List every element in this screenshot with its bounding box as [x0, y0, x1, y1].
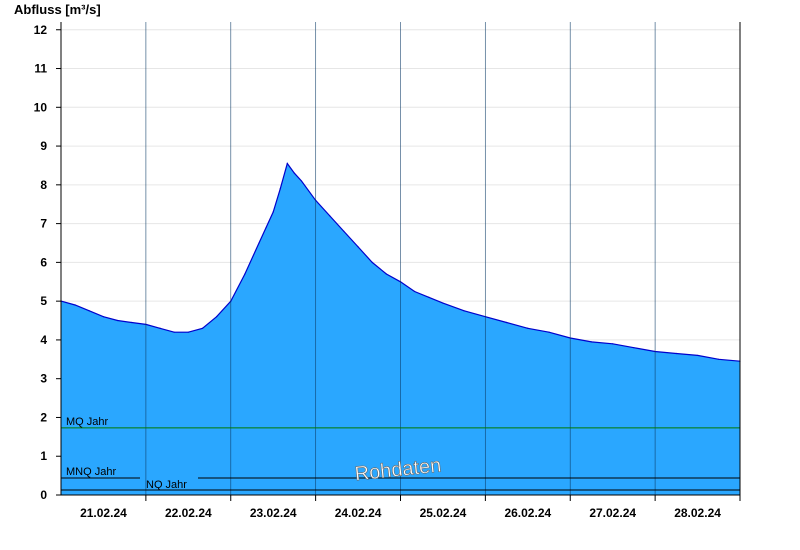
data-point	[718, 358, 720, 360]
data-point	[357, 246, 359, 248]
data-point	[293, 172, 296, 174]
data-point	[442, 302, 444, 304]
data-point	[633, 347, 635, 349]
y-tick-label: 11	[34, 62, 47, 76]
y-tick-label: 2	[40, 410, 47, 424]
nq-jahr-label: NQ Jahr	[146, 479, 187, 491]
y-tick-label: 9	[40, 139, 47, 153]
data-point	[286, 162, 288, 165]
x-tick-label: 24.02.24	[335, 506, 382, 520]
mnq-jahr-label: MNQ Jahr	[66, 466, 116, 478]
data-point	[187, 331, 189, 333]
x-tick-label: 22.02.24	[165, 506, 212, 520]
data-point	[527, 327, 529, 329]
data-point	[385, 273, 387, 275]
y-tick-label: 7	[40, 217, 47, 231]
x-tick-label: 28.02.24	[674, 506, 721, 520]
y-tick-label: 8	[40, 178, 47, 192]
data-point	[463, 310, 465, 312]
reference-lines: MQ Jahr MNQ Jahr NQ Jahr	[61, 416, 740, 491]
data-point	[216, 316, 218, 318]
y-tick-label: 1	[40, 449, 47, 463]
axes	[56, 22, 741, 501]
x-tick-label: 21.02.24	[80, 506, 127, 520]
y-tick-label: 12	[34, 23, 48, 37]
data-point	[414, 290, 416, 293]
data-point	[548, 331, 550, 333]
data-point	[131, 321, 133, 324]
data-point	[329, 215, 331, 217]
y-tick-label: 0	[40, 488, 47, 502]
data-point	[279, 188, 281, 190]
data-point	[272, 211, 274, 213]
y-tick-label: 5	[40, 294, 47, 308]
y-axis-label: Abfluss [m³/s]	[14, 2, 101, 17]
data-point	[159, 327, 161, 329]
y-tick-label: 3	[40, 372, 47, 386]
y-tick-label: 6	[40, 255, 47, 269]
data-point	[74, 304, 76, 306]
mq-jahr-label: MQ Jahr	[66, 416, 109, 428]
data-point	[590, 341, 593, 343]
data-point	[343, 230, 345, 232]
x-tick-label: 26.02.24	[504, 506, 551, 520]
y-tick-label: 10	[34, 100, 48, 114]
data-point	[88, 310, 90, 312]
day-separators	[145, 22, 656, 495]
data-point	[428, 296, 430, 298]
data-point	[258, 242, 260, 244]
data-point	[371, 261, 373, 263]
y-tick-label: 4	[40, 333, 47, 347]
data-point	[300, 180, 303, 182]
x-tick-label: 27.02.24	[589, 506, 636, 520]
data-point	[201, 327, 204, 329]
x-tick-label: 23.02.24	[250, 506, 297, 520]
data-point	[265, 226, 267, 229]
data-point	[505, 321, 508, 324]
data-point	[612, 343, 614, 345]
data-point	[696, 354, 699, 357]
data-point	[675, 352, 677, 355]
data-point	[102, 316, 105, 318]
x-tick-label: 25.02.24	[420, 506, 467, 520]
data-point	[244, 273, 246, 275]
data-point	[173, 331, 175, 333]
data-point	[116, 319, 119, 322]
